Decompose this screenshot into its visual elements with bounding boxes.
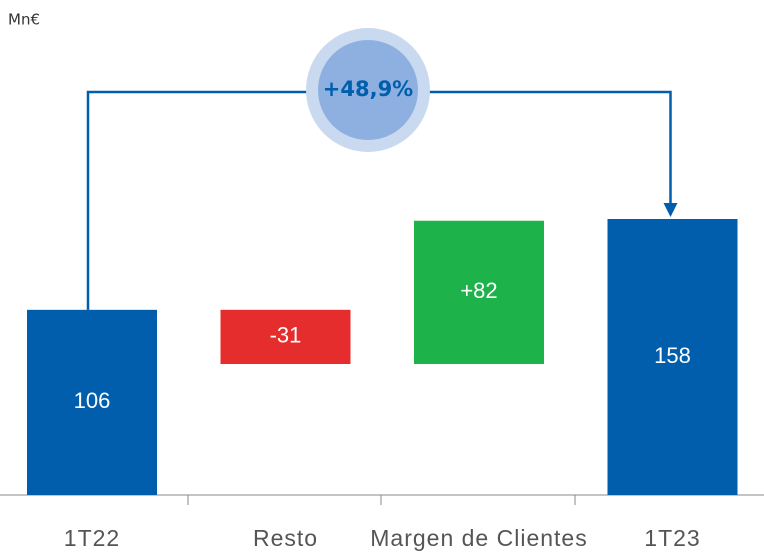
x-tick-label: Resto <box>253 525 318 551</box>
unit-label: Mn€ <box>8 11 40 29</box>
bar <box>414 220 544 364</box>
x-tick-label: 1T23 <box>644 525 700 551</box>
value-label: 158 <box>654 343 691 368</box>
bars: 106 1T22 -31 Resto +82 Margen de Clientes 158 1… <box>27 219 738 551</box>
x-tick-label: Margen de Clientes <box>370 525 587 551</box>
bar <box>27 309 157 495</box>
x-tick-label: 1T22 <box>64 525 120 551</box>
bar <box>607 219 738 495</box>
value-label: 106 <box>74 388 111 413</box>
growth-annotation: +48,9% <box>323 77 413 101</box>
value-label: -31 <box>270 323 302 348</box>
bubble-inner <box>318 40 418 140</box>
bar <box>220 309 351 364</box>
value-label: +82 <box>460 278 497 303</box>
arrow-head <box>663 203 678 217</box>
